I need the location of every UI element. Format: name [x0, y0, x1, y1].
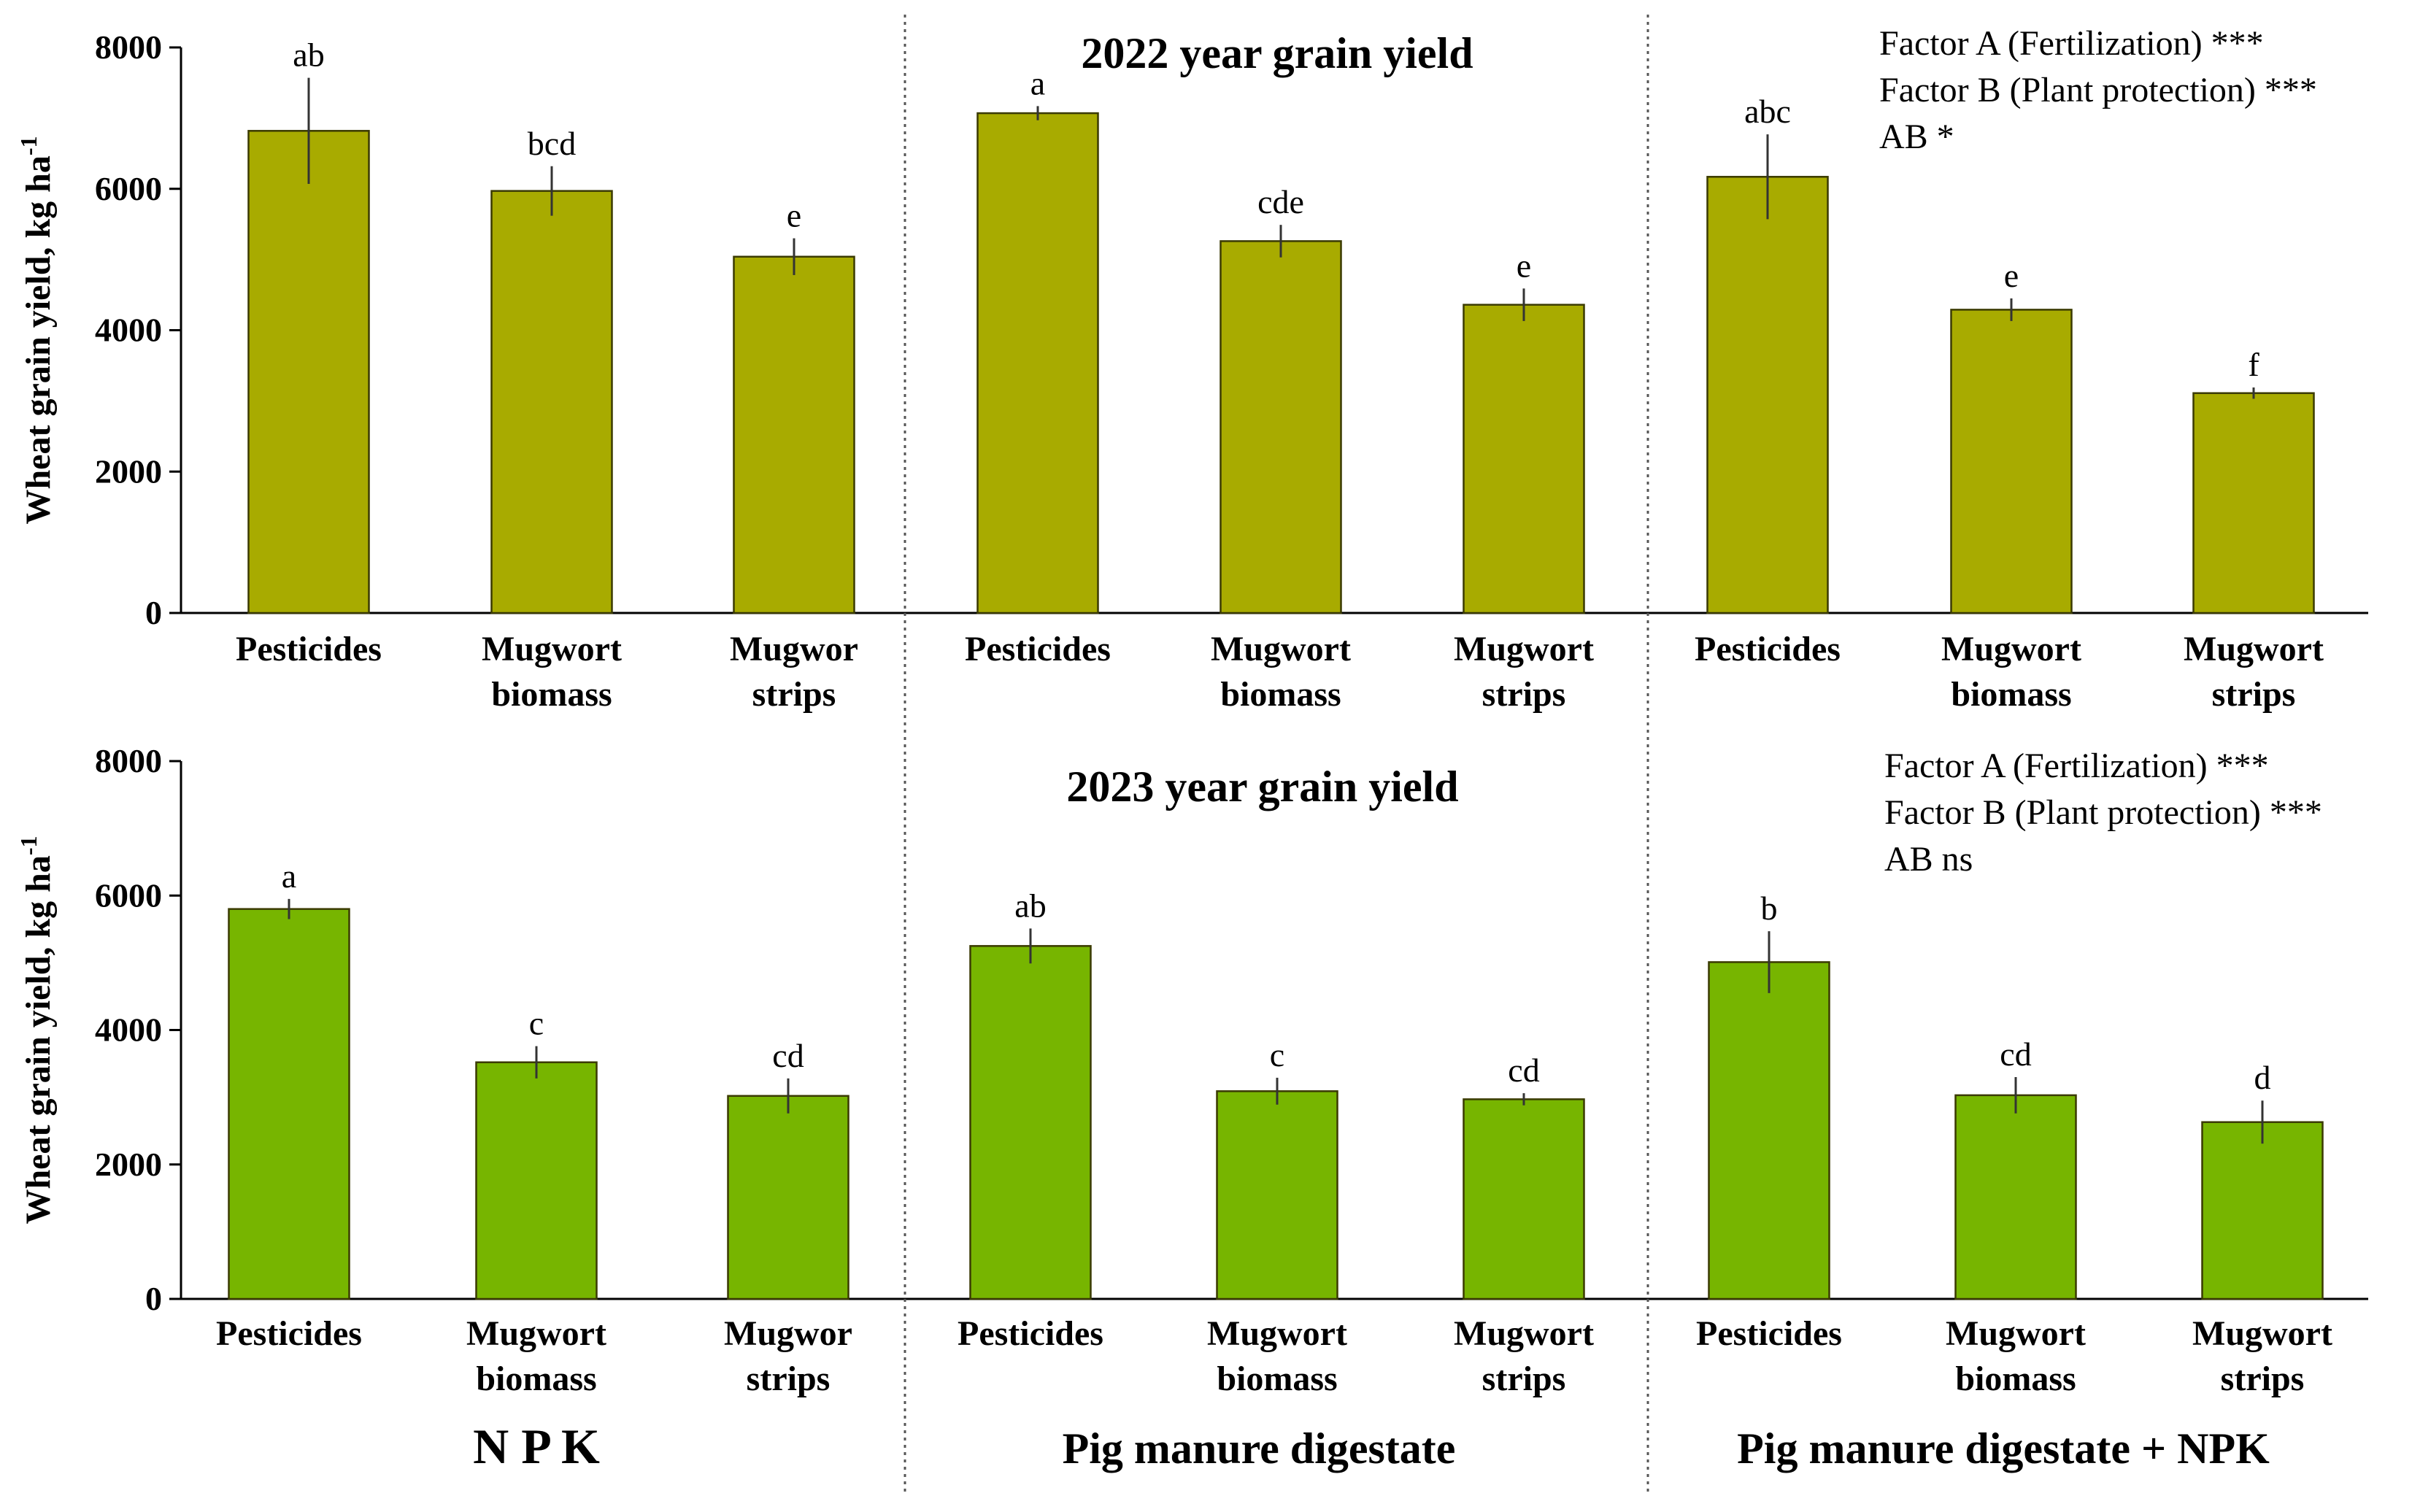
- x-tick-label: Mugwort: [1454, 1314, 1594, 1353]
- significance-letter: d: [2254, 1059, 2271, 1096]
- bar: [247, 130, 370, 614]
- y-tick-label: 4000: [95, 1011, 162, 1049]
- stat-annotation: AB ns: [1884, 840, 1973, 879]
- significance-letter: cd: [1508, 1052, 1539, 1089]
- bar: [1950, 309, 2073, 614]
- y-tick-label: 8000: [95, 742, 162, 779]
- x-tick-label: Mugwort: [1207, 1314, 1347, 1353]
- x-tick-label-line2: strips: [1482, 1359, 1566, 1398]
- x-tick-label: Mugwort: [2184, 630, 2324, 668]
- bar: [1463, 1098, 1585, 1300]
- x-tick-label: Mugwort: [1454, 630, 1594, 668]
- bar: [1220, 240, 1342, 614]
- x-tick-label: Mugwort: [2192, 1314, 2332, 1353]
- x-tick-label: Pesticides: [958, 1314, 1103, 1353]
- chart-title: 2022 year grain yield: [1081, 29, 1473, 77]
- stat-annotation: Factor A (Fertilization) ***: [1879, 24, 2264, 63]
- significance-letter: cde: [1257, 183, 1304, 220]
- x-tick-label: Mugwort: [466, 1314, 606, 1353]
- significance-letter: abc: [1744, 93, 1791, 130]
- significance-letter: a: [1030, 64, 1045, 101]
- y-axis-label-text: Wheat grain yield, kg ha: [19, 155, 58, 524]
- y-tick-label: 4000: [95, 312, 162, 349]
- bar: [475, 1061, 598, 1300]
- bar: [733, 255, 855, 614]
- y-tick-label: 6000: [95, 876, 162, 914]
- y-tick-label: 0: [145, 1280, 162, 1317]
- x-tick-label-line2: strips: [2221, 1359, 2305, 1398]
- stat-annotation: Factor B (Plant protection) ***: [1884, 793, 2322, 832]
- x-tick-label: Pesticides: [236, 630, 382, 668]
- x-tick-label: Pesticides: [216, 1314, 362, 1353]
- bar: [1954, 1094, 2077, 1300]
- x-tick-label-line2: biomass: [1955, 1359, 2076, 1398]
- y-axis-label-superscript: -1: [15, 836, 42, 855]
- group-labels: N P K Pig manure digestate Pig manure dige…: [473, 1419, 2270, 1474]
- x-tick-label-line2: strips: [2212, 675, 2296, 714]
- significance-letter: ab: [1014, 887, 1046, 924]
- x-tick-label: Pesticides: [1696, 1314, 1842, 1353]
- bar: [228, 908, 350, 1300]
- significance-letter: e: [2004, 257, 2019, 294]
- significance-letter: ab: [293, 36, 324, 74]
- significance-letter: c: [1270, 1036, 1284, 1073]
- y-tick-label: 0: [145, 594, 162, 631]
- bar: [1706, 176, 1829, 614]
- x-tick-label-line2: strips: [747, 1359, 831, 1398]
- y-axis-label-text: Wheat grain yield, kg ha: [19, 855, 58, 1224]
- significance-letter: f: [2248, 346, 2259, 383]
- x-tick-label-line2: biomass: [1951, 675, 2071, 714]
- y-axis-label: Wheat grain yield, kg ha-1: [15, 836, 58, 1224]
- bar: [727, 1095, 849, 1300]
- bar: [969, 945, 1092, 1300]
- x-tick-label: Mugwort: [1946, 1314, 2086, 1353]
- x-tick-label: Mugwort: [1941, 630, 2081, 668]
- x-tick-label: Mugwor: [730, 630, 858, 668]
- bar: [2192, 392, 2315, 614]
- y-tick-label: 2000: [95, 452, 162, 490]
- x-tick-label-line2: biomass: [476, 1359, 596, 1398]
- significance-letter: cd: [772, 1037, 804, 1074]
- y-tick-label: 8000: [95, 28, 162, 66]
- significance-letter: e: [1517, 247, 1531, 284]
- x-tick-label: Mugwor: [724, 1314, 852, 1353]
- bar: [2201, 1121, 2324, 1300]
- significance-letter: b: [1761, 890, 1778, 927]
- x-tick-label: Mugwort: [482, 630, 622, 668]
- y-tick-label: 6000: [95, 170, 162, 207]
- chart-panel-1: 0 2000 4000 6000 8000 Wheat grain yield, kg h…: [15, 24, 2368, 714]
- y-axis-label: Wheat grain yield, kg ha-1: [15, 136, 58, 524]
- bar: [1463, 304, 1585, 614]
- chart-title: 2023 year grain yield: [1066, 763, 1458, 811]
- x-tick-label: Pesticides: [1695, 630, 1841, 668]
- significance-letter: bcd: [528, 125, 576, 162]
- x-tick-label-line2: biomass: [1217, 1359, 1337, 1398]
- x-tick-label-line2: biomass: [491, 675, 612, 714]
- stat-annotation: AB *: [1879, 117, 1954, 156]
- x-tick-label: Mugwort: [1211, 630, 1351, 668]
- significance-letter: e: [787, 197, 801, 234]
- chart-panel-2: 0 2000 4000 6000 8000 Wheat grain yield, kg h…: [15, 742, 2368, 1398]
- x-tick-label-line2: strips: [752, 675, 836, 714]
- group-label: Pig manure digestate: [1063, 1424, 1456, 1473]
- group-label: N P K: [473, 1419, 600, 1474]
- x-tick-label: Pesticides: [965, 630, 1111, 668]
- significance-letter: c: [529, 1005, 544, 1042]
- significance-letter: cd: [2000, 1035, 2031, 1073]
- y-axis-label-superscript: -1: [15, 136, 42, 155]
- bar: [976, 112, 1099, 614]
- y-tick-label: 2000: [95, 1146, 162, 1183]
- group-label: Pig manure digestate + NPK: [1737, 1424, 2270, 1473]
- bar: [1708, 961, 1830, 1300]
- x-tick-label-line2: strips: [1482, 675, 1566, 714]
- stat-annotation: Factor B (Plant protection) ***: [1879, 71, 2317, 109]
- significance-letter: a: [282, 857, 296, 895]
- bar: [490, 190, 613, 614]
- stat-annotation: Factor A (Fertilization) ***: [1884, 747, 2269, 785]
- x-tick-label-line2: biomass: [1220, 675, 1341, 714]
- bar: [1216, 1090, 1338, 1300]
